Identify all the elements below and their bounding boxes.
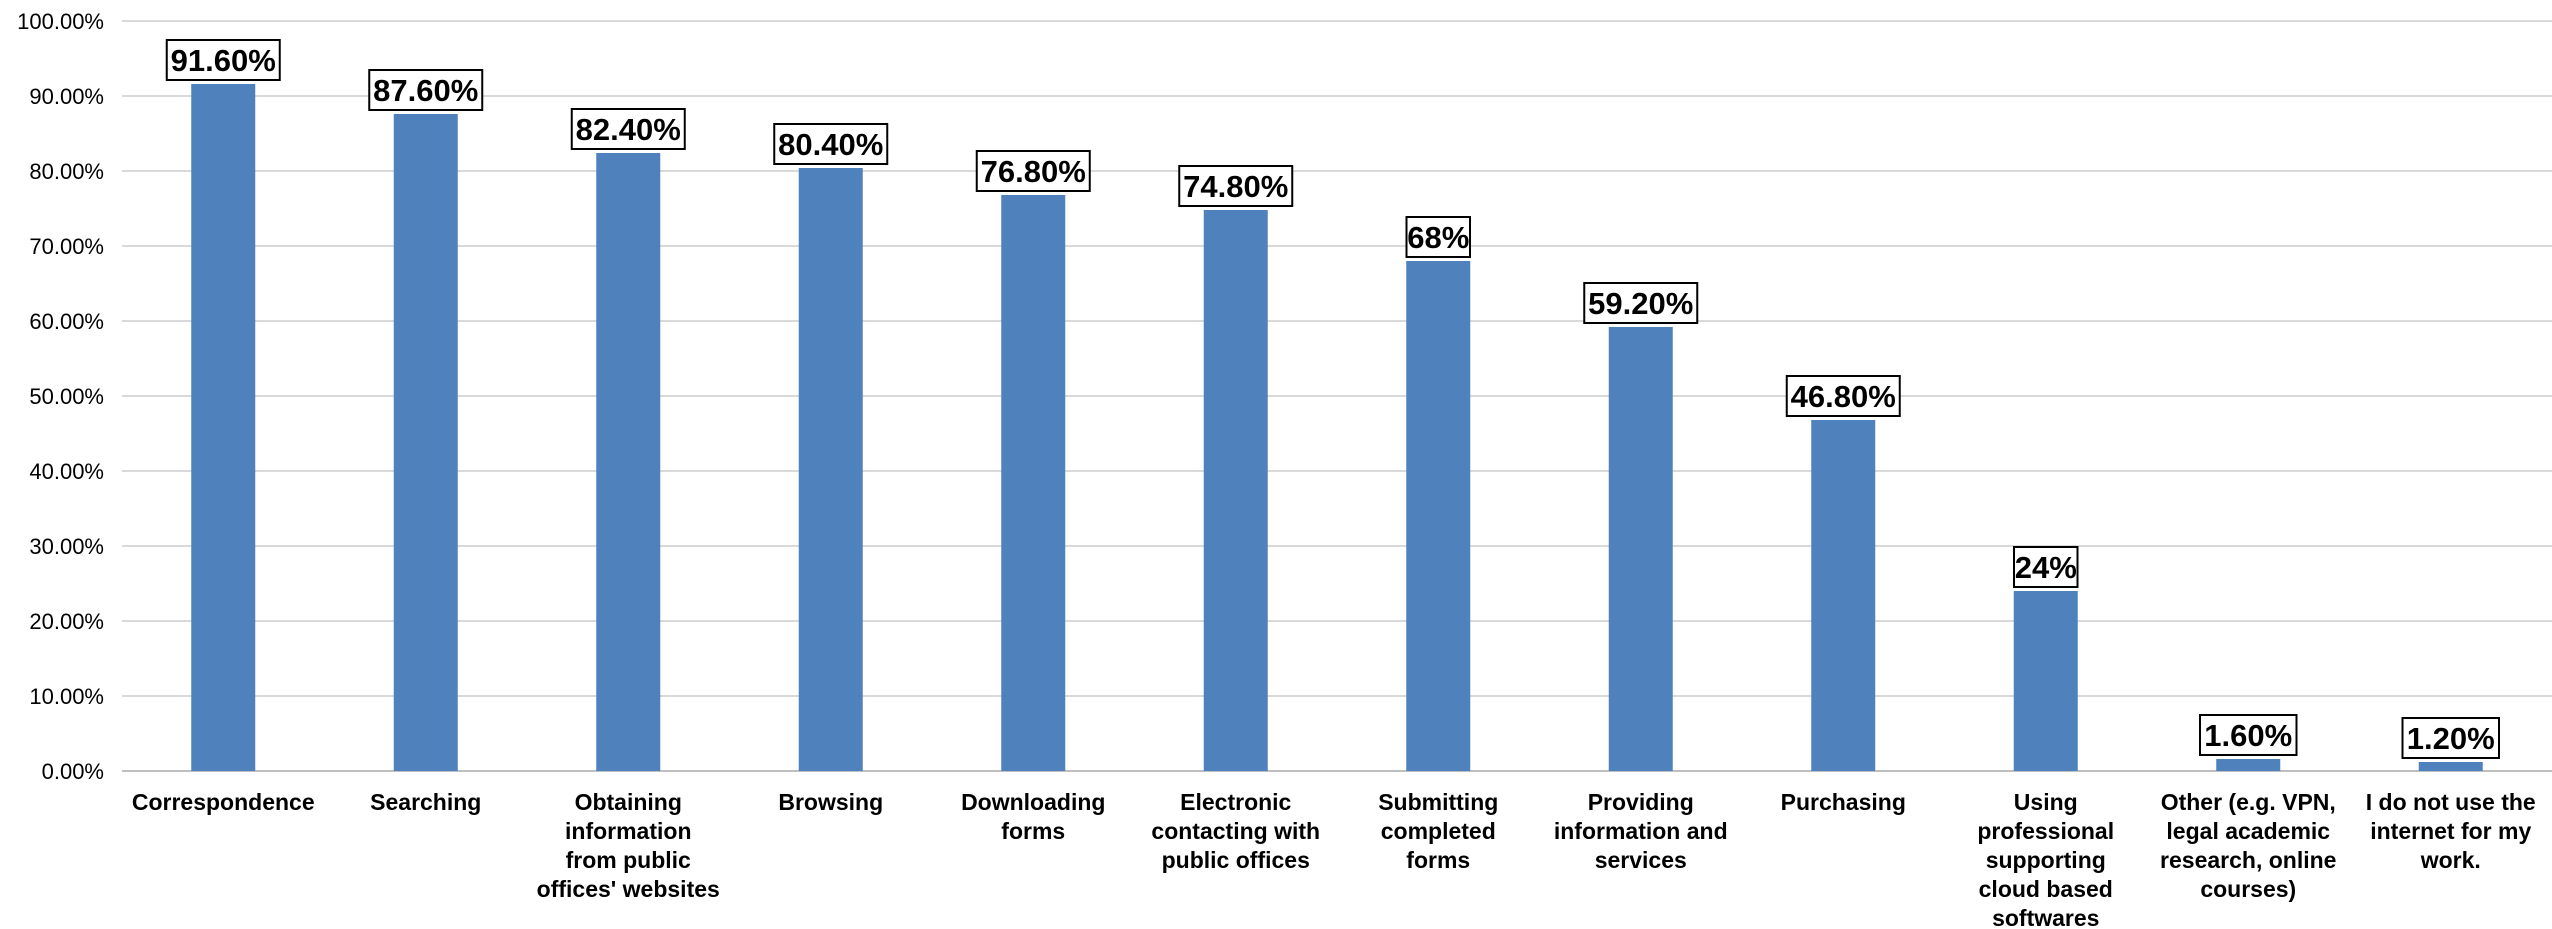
data-label: 76.80% <box>981 154 1086 189</box>
bar <box>1001 195 1066 771</box>
y-tick-label: 60.00% <box>29 309 104 334</box>
x-category-label: Other (e.g. VPN, legal academic research, … <box>2160 789 2336 902</box>
x-category-label: Electronic contacting with public offices <box>1151 789 1320 873</box>
x-category-label: I do not use the internet for my work. <box>2366 789 2536 873</box>
bar <box>191 84 256 771</box>
y-tick-label: 80.00% <box>29 159 104 184</box>
data-label: 87.60% <box>373 73 478 108</box>
bar <box>393 114 458 771</box>
data-label: 82.40% <box>576 112 681 147</box>
y-tick-label: 10.00% <box>29 684 104 709</box>
data-label-box <box>2199 714 2298 756</box>
y-tick-label: 50.00% <box>29 384 104 409</box>
y-tick-label: 90.00% <box>29 84 104 109</box>
bar <box>2013 591 2078 771</box>
data-label-box <box>1785 375 1901 417</box>
data-label: 91.60% <box>171 43 276 78</box>
data-label-box <box>570 108 686 150</box>
data-label-box <box>975 150 1091 192</box>
y-tick-label: 30.00% <box>29 534 104 559</box>
y-tick-label: 0.00% <box>42 759 104 784</box>
x-category-label: Correspondence <box>132 789 315 815</box>
y-tick-label: 100.00% <box>17 9 104 34</box>
data-label: 1.60% <box>2204 718 2292 753</box>
x-category-label: Downloading forms <box>961 789 1105 844</box>
data-label-box <box>368 69 484 111</box>
x-category-label: Using professional supporting cloud based so… <box>1977 789 2114 929</box>
bar <box>798 168 863 771</box>
bar <box>2418 762 2483 771</box>
data-label: 74.80% <box>1183 169 1288 204</box>
bar <box>596 153 661 771</box>
data-label-box <box>2401 717 2500 759</box>
x-category-label: Obtaining information from public offices' … <box>537 789 720 902</box>
x-category-label: Searching <box>370 789 481 815</box>
data-label: 46.80% <box>1791 379 1896 414</box>
data-label-box <box>773 123 889 165</box>
bar <box>1608 327 1673 771</box>
data-label-box <box>165 39 281 81</box>
bar <box>1203 210 1268 771</box>
bar <box>1811 420 1876 771</box>
y-tick-label: 40.00% <box>29 459 104 484</box>
data-label: 80.40% <box>778 127 883 162</box>
x-category-label: Purchasing <box>1781 789 1906 815</box>
data-label: 68% <box>1407 220 1469 255</box>
data-label-box <box>1178 165 1294 207</box>
y-tick-label: 70.00% <box>29 234 104 259</box>
data-label: 24% <box>2015 550 2077 585</box>
bar <box>2216 759 2281 771</box>
x-category-label: Providing information and services <box>1554 789 1728 873</box>
x-category-label: Submitting completed forms <box>1378 789 1498 873</box>
data-label-box <box>2013 546 2079 588</box>
data-label: 59.20% <box>1588 286 1693 321</box>
data-label-box <box>1405 216 1471 258</box>
data-label: 1.20% <box>2407 721 2495 756</box>
y-tick-label: 20.00% <box>29 609 104 634</box>
data-label-box <box>1583 282 1699 324</box>
bar <box>1406 261 1471 771</box>
x-category-label: Browsing <box>778 789 883 815</box>
